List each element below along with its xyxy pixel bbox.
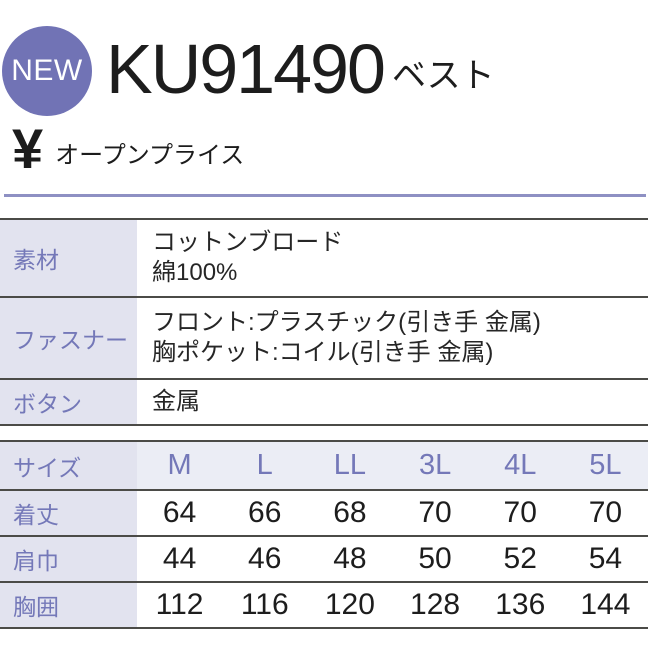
spec-row: ファスナー フロント:プラスチック(引き手 金属) 胸ポケット:コイル(引き手 金属… — [0, 296, 648, 378]
spec-table: 素材 コットンブロード 綿100% ファスナー フロント:プラスチック(引き手 金属) 胸… — [0, 218, 648, 426]
size-value-cell: 136 — [495, 588, 546, 621]
size-header-label: サイズ — [0, 442, 137, 489]
size-value-cell: 116 — [240, 588, 289, 621]
spec-row-value: 金属 — [137, 380, 648, 424]
size-column-header: 3L — [418, 449, 452, 481]
size-row-label: 着丈 — [0, 491, 137, 535]
new-badge: NEW — [2, 26, 92, 116]
size-header-row: サイズ M L LL 3L 4L 5L — [0, 440, 648, 489]
spec-value-line: 胸ポケット:コイル(引き手 金属) — [152, 339, 494, 366]
price-line: ¥ オープンプライス — [12, 121, 244, 177]
size-value-cell: 48 — [333, 542, 367, 575]
size-value-cell: 46 — [248, 542, 282, 575]
spec-row-value: フロント:プラスチック(引き手 金属) 胸ポケット:コイル(引き手 金属) — [137, 298, 648, 378]
product-type-label: ベスト — [392, 57, 495, 95]
size-value-cell: 112 — [155, 588, 204, 621]
size-row-label: 胸囲 — [0, 583, 137, 627]
divider-line — [4, 194, 646, 197]
spec-row-label: 素材 — [0, 220, 137, 296]
spec-row: ボタン 金属 — [0, 378, 648, 424]
price-label: オープンプライス — [55, 141, 245, 169]
size-value-cell: 70 — [503, 496, 537, 529]
size-value-cell: 64 — [162, 496, 197, 529]
spec-value-line: 金属 — [152, 388, 200, 415]
size-table: サイズ M L LL 3L 4L 5L 着丈 64 66 68 70 70 70 肩巾 44 46 48 50 52 5… — [0, 440, 648, 629]
size-value-cell: 54 — [588, 542, 623, 575]
new-badge-label: NEW — [11, 54, 83, 87]
size-value-cell: 52 — [503, 542, 537, 575]
size-value-cell: 44 — [162, 542, 197, 575]
size-data-row: 胸囲 112 116 120 128 136 144 — [0, 581, 648, 627]
product-code: KU91490 — [106, 30, 386, 108]
size-column-header: M — [167, 449, 192, 481]
size-data-row: 肩巾 44 46 48 50 52 54 — [0, 535, 648, 581]
size-column-header: 4L — [504, 449, 537, 481]
size-value-cell: 70 — [588, 496, 623, 529]
spec-value-line: フロント:プラスチック(引き手 金属) — [152, 309, 541, 336]
size-value-cell: 68 — [333, 496, 367, 529]
spec-row-label: ボタン — [0, 380, 137, 424]
size-column-header: 5L — [589, 449, 622, 481]
size-column-header: LL — [333, 449, 367, 481]
spec-value-line: 綿100% — [152, 259, 238, 286]
spec-row-value: コットンブロード 綿100% — [137, 220, 648, 296]
size-value-cell: 66 — [248, 496, 282, 529]
spec-row-label: ファスナー — [0, 298, 137, 378]
size-data-row: 着丈 64 66 68 70 70 70 — [0, 489, 648, 535]
size-value-cell: 70 — [418, 496, 452, 529]
spec-value-line: コットンブロード — [152, 229, 344, 256]
size-value-cell: 50 — [418, 542, 452, 575]
size-value-cell: 128 — [410, 588, 461, 621]
size-column-header: L — [256, 449, 273, 481]
spec-row: 素材 コットンブロード 綿100% — [0, 218, 648, 296]
yen-symbol: ¥ — [12, 117, 44, 180]
size-row-label: 肩巾 — [0, 537, 137, 581]
size-value-cell: 120 — [324, 588, 375, 621]
size-value-cell: 144 — [580, 588, 631, 621]
